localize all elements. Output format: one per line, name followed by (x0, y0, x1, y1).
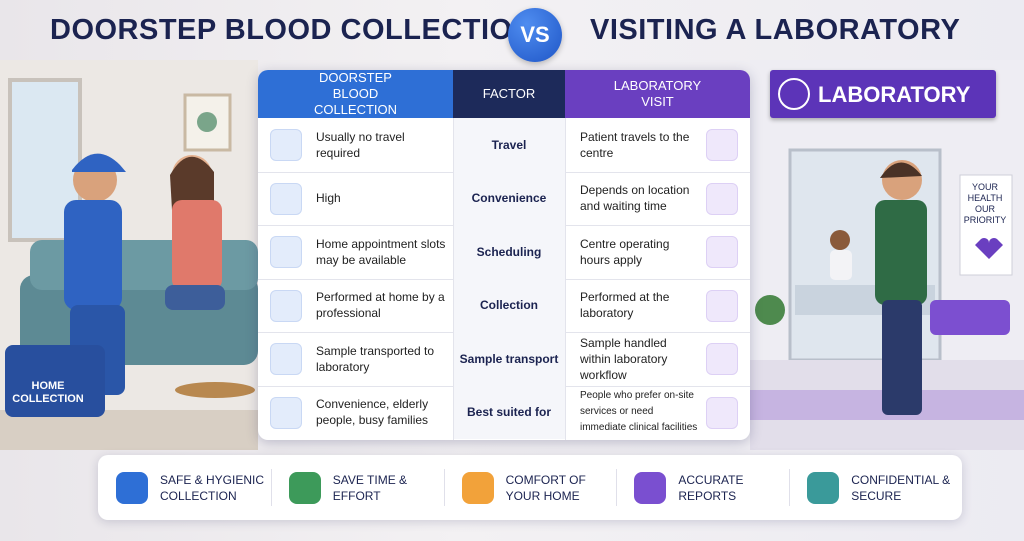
doorstep-cell: Performed at home by a professional (316, 290, 445, 321)
lab-icon (706, 129, 738, 161)
feature: CONFIDENTIAL & SECURE (807, 455, 962, 520)
poster-text: YOUR HEALTH OUR PRIORITY (963, 182, 1007, 225)
column-header: FACTOR (453, 70, 565, 118)
feature-divider (443, 469, 445, 506)
feature-label: SAVE TIME & EFFORT (332, 472, 408, 503)
doorstep-cell: High (316, 191, 341, 206)
feature-bar: SAFE & HYGIENIC COLLECTION SAVE TIME & EF… (98, 455, 962, 520)
column-divider (565, 118, 566, 440)
title-right: VISITING A LABORATORY (590, 14, 961, 46)
doorstep-icon (270, 129, 302, 161)
bag-label: HOME COLLECTION (12, 380, 84, 405)
lab-icon (706, 236, 738, 268)
lab-icon (706, 396, 738, 429)
feature-divider (270, 469, 272, 506)
doorstep-icon (270, 236, 302, 268)
factor-cell: Travel (453, 118, 565, 172)
lab-cell: Centre operating hours apply (580, 236, 670, 267)
lab-cell: Depends on location and waiting time (580, 183, 690, 214)
factor-cell: Collection (453, 278, 565, 332)
factor-cell: Scheduling (453, 225, 565, 279)
column-header: LABORATORY VISIT (565, 70, 750, 118)
lab-cell: Sample handled within laboratory workflo… (580, 335, 668, 382)
doorstep-icon (270, 289, 302, 322)
feature-icon (461, 471, 494, 504)
factor-cell: Sample transport (453, 332, 565, 386)
feature-label: SAFE & HYGIENIC COLLECTION (160, 472, 265, 503)
feature: SAFE & HYGIENIC COLLECTION (116, 455, 271, 520)
lab-cell: Performed at the laboratory (580, 290, 670, 321)
doorstep-icon (270, 343, 302, 375)
title-left: DOORSTEP BLOOD COLLECTION (50, 14, 535, 46)
home-scene (0, 60, 258, 450)
lab-sign-text: LABORATORY (818, 82, 971, 107)
feature-icon (288, 471, 321, 504)
doorstep-cell: Convenience, elderly people, busy famili… (316, 397, 429, 428)
feature-label: ACCURATE REPORTS (678, 472, 744, 503)
column-divider (453, 118, 454, 440)
feature-icon (634, 471, 667, 504)
lab-scene (750, 60, 1024, 450)
lab-icon (706, 343, 738, 375)
feature-icon (116, 471, 148, 504)
factor-cell: Convenience (453, 171, 565, 225)
doorstep-cell: Home appointment slots may be available (316, 236, 446, 267)
feature-label: COMFORT OF YOUR HOME (505, 472, 586, 503)
vs-badge: VS (508, 8, 562, 62)
feature-icon (807, 471, 840, 504)
lab-sign: LABORATORY (770, 70, 996, 118)
doorstep-cell: Usually no travel required (316, 129, 405, 160)
feature: COMFORT OF YOUR HOME (461, 455, 617, 520)
doorstep-icon (270, 396, 302, 429)
feature: ACCURATE REPORTS (634, 455, 789, 520)
feature-divider (616, 469, 618, 506)
lab-icon (706, 182, 738, 215)
feature-divider (789, 469, 791, 506)
lab-cell: People who prefer on-site services or ne… (580, 390, 698, 434)
column-header: DOORSTEP BLOOD COLLECTION (258, 70, 453, 118)
comparison-table: DOORSTEP BLOOD COLLECTION FACTOR LABORATOR… (258, 70, 750, 440)
lab-cell: Patient travels to the centre (580, 129, 690, 160)
feature: SAVE TIME & EFFORT (288, 455, 444, 520)
doorstep-cell: Sample transported to laboratory (316, 343, 435, 374)
factor-cell: Best suited for (453, 385, 565, 439)
lab-sign-icon (778, 78, 810, 110)
feature-label: CONFIDENTIAL & SECURE (851, 472, 951, 503)
doorstep-icon (270, 182, 302, 215)
lab-icon (706, 289, 738, 322)
